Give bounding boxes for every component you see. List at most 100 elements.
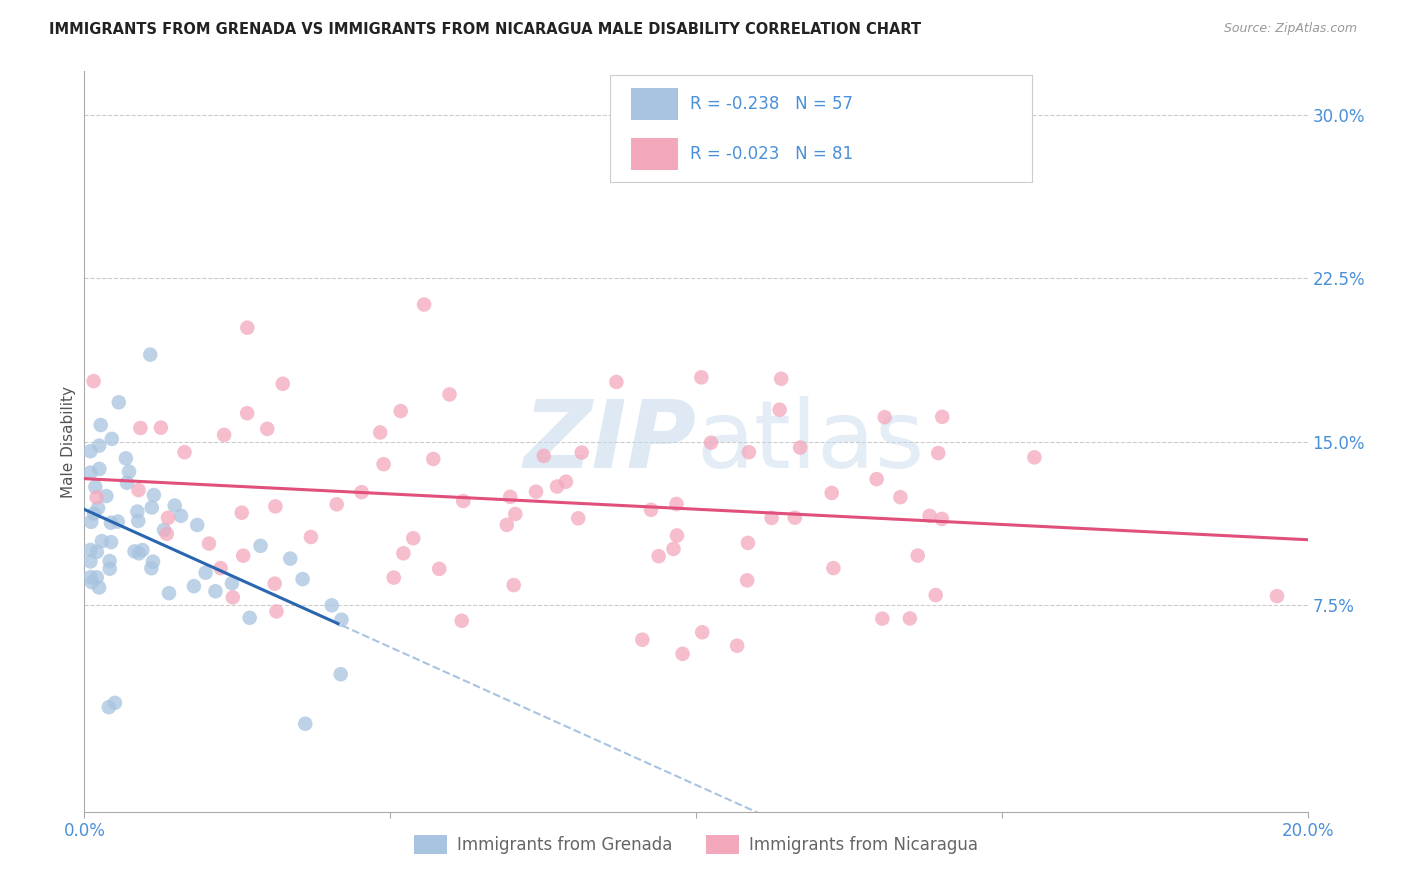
Point bbox=[86, 490, 108, 504]
Point bbox=[79, 554, 101, 568]
Point bbox=[142, 488, 165, 502]
Point bbox=[239, 611, 262, 625]
Point bbox=[84, 480, 107, 494]
Point bbox=[865, 472, 887, 486]
Point bbox=[499, 490, 522, 504]
Point bbox=[439, 387, 461, 401]
Point bbox=[738, 445, 761, 459]
Point bbox=[212, 428, 235, 442]
Legend: Immigrants from Grenada, Immigrants from Nicaragua: Immigrants from Grenada, Immigrants from… bbox=[408, 829, 984, 861]
Point bbox=[927, 446, 949, 460]
Point bbox=[236, 406, 259, 420]
Point bbox=[502, 578, 524, 592]
Point bbox=[118, 465, 141, 479]
Point bbox=[127, 504, 149, 518]
Point bbox=[567, 511, 589, 525]
Point bbox=[662, 541, 685, 556]
Point bbox=[128, 483, 150, 497]
Point bbox=[329, 667, 352, 681]
Point bbox=[735, 574, 758, 588]
Point bbox=[700, 435, 723, 450]
Point bbox=[931, 512, 953, 526]
Point bbox=[222, 591, 245, 605]
Point bbox=[170, 508, 193, 523]
Point bbox=[422, 452, 444, 467]
Text: R = -0.238   N = 57: R = -0.238 N = 57 bbox=[690, 95, 853, 112]
Point bbox=[321, 599, 343, 613]
Point bbox=[294, 716, 316, 731]
Point bbox=[326, 497, 349, 511]
Point bbox=[124, 544, 146, 558]
Point bbox=[666, 528, 689, 542]
Point bbox=[931, 409, 953, 424]
Point bbox=[163, 499, 186, 513]
Point bbox=[115, 475, 138, 490]
Point bbox=[156, 526, 179, 541]
Point bbox=[89, 439, 111, 453]
Point bbox=[198, 536, 221, 550]
Point bbox=[524, 484, 547, 499]
Point bbox=[87, 581, 110, 595]
Point bbox=[918, 508, 941, 523]
Point bbox=[104, 696, 127, 710]
Point bbox=[368, 425, 391, 440]
Point bbox=[495, 517, 517, 532]
Point bbox=[100, 535, 122, 549]
Point bbox=[96, 489, 118, 503]
Point bbox=[1265, 589, 1288, 603]
Point bbox=[389, 404, 412, 418]
Point bbox=[823, 561, 845, 575]
Point bbox=[402, 531, 425, 545]
Point bbox=[80, 575, 103, 590]
Point bbox=[256, 422, 278, 436]
Point bbox=[157, 586, 180, 600]
Point bbox=[873, 410, 896, 425]
Point bbox=[128, 546, 150, 560]
Point bbox=[263, 576, 285, 591]
Point bbox=[232, 549, 254, 563]
Point bbox=[249, 539, 271, 553]
Point bbox=[546, 479, 568, 493]
Point bbox=[299, 530, 322, 544]
Point bbox=[83, 507, 105, 521]
Point bbox=[186, 518, 208, 533]
Point bbox=[271, 376, 294, 391]
Point bbox=[382, 571, 405, 585]
Point bbox=[640, 503, 662, 517]
Point bbox=[350, 485, 373, 500]
Point bbox=[209, 561, 232, 575]
Point bbox=[79, 543, 101, 558]
Point bbox=[665, 497, 688, 511]
Point bbox=[373, 457, 395, 471]
Point bbox=[231, 506, 253, 520]
Point bbox=[236, 320, 259, 334]
Point bbox=[821, 486, 844, 500]
Point bbox=[149, 420, 172, 434]
Point bbox=[107, 395, 129, 409]
Point bbox=[427, 562, 450, 576]
Point bbox=[278, 551, 301, 566]
Point bbox=[330, 613, 353, 627]
Point bbox=[770, 372, 793, 386]
Point bbox=[907, 549, 929, 563]
Point bbox=[86, 570, 108, 584]
Point bbox=[183, 579, 205, 593]
Text: Source: ZipAtlas.com: Source: ZipAtlas.com bbox=[1223, 22, 1357, 36]
Point bbox=[872, 612, 894, 626]
Point bbox=[631, 632, 654, 647]
Point bbox=[98, 562, 121, 576]
Point bbox=[100, 516, 122, 530]
Point bbox=[173, 445, 195, 459]
Point bbox=[737, 536, 759, 550]
Point bbox=[266, 604, 288, 618]
Point bbox=[79, 466, 101, 480]
Point bbox=[392, 546, 415, 560]
Point bbox=[769, 402, 792, 417]
Point bbox=[131, 543, 153, 558]
Point bbox=[97, 700, 120, 714]
Point bbox=[690, 625, 713, 640]
FancyBboxPatch shape bbox=[610, 75, 1032, 183]
Point bbox=[450, 614, 472, 628]
Point bbox=[533, 449, 555, 463]
Point bbox=[690, 370, 713, 384]
